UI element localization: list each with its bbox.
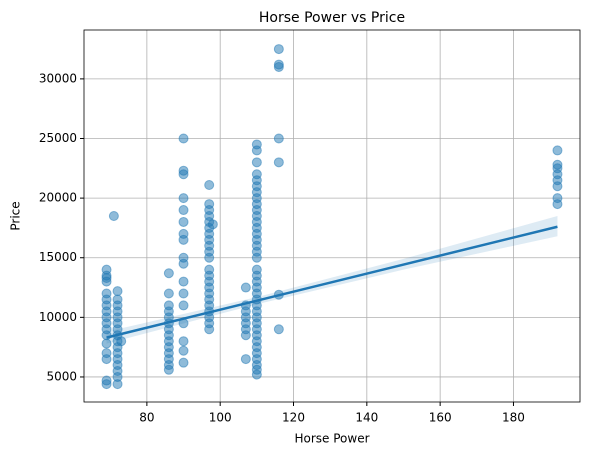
point (251, 157, 262, 168)
point (178, 193, 189, 204)
point (163, 288, 174, 299)
y-tick-label: 5000 (46, 369, 77, 383)
point (163, 268, 174, 279)
y-tick-label: 30000 (39, 71, 77, 85)
point (178, 165, 189, 176)
point (178, 357, 189, 368)
point (178, 336, 189, 347)
x-tick-label: 140 (355, 411, 378, 425)
point (251, 264, 262, 275)
point (101, 264, 112, 275)
point (112, 286, 123, 297)
point (178, 228, 189, 239)
point (251, 169, 262, 180)
point (178, 205, 189, 216)
point (273, 157, 284, 168)
point (273, 133, 284, 144)
point (240, 354, 251, 365)
point (240, 282, 251, 293)
point (178, 288, 189, 299)
point (178, 300, 189, 311)
point (178, 252, 189, 263)
point (178, 216, 189, 227)
y-tick-label: 15000 (39, 250, 77, 264)
point (207, 219, 218, 230)
chart-title: Horse Power vs Price (259, 10, 405, 26)
point (101, 348, 112, 359)
point (552, 193, 563, 204)
y-tick-label: 10000 (39, 310, 77, 324)
point (204, 180, 215, 190)
regression-line (106, 225, 558, 339)
point (178, 133, 189, 144)
x-tick-label: 80 (139, 411, 154, 425)
y-axis-label: Price (9, 201, 23, 230)
confidence-band (106, 216, 558, 344)
y-tick-label: 20000 (39, 191, 77, 205)
x-axis-label: Horse Power (294, 432, 369, 446)
point (552, 145, 563, 156)
plot-frame (83, 29, 581, 403)
point (178, 345, 189, 356)
point (273, 59, 284, 70)
point (108, 211, 119, 221)
x-tick-label: 100 (209, 411, 232, 425)
point (178, 276, 189, 287)
y-tick-label: 25000 (39, 131, 77, 145)
point (251, 139, 262, 150)
point (101, 375, 112, 386)
x-tick-label: 180 (502, 411, 525, 425)
x-tick-label: 120 (282, 411, 305, 425)
x-tick-label: 160 (429, 411, 452, 425)
point (163, 300, 174, 311)
point (273, 324, 284, 335)
point (204, 264, 215, 275)
point (112, 294, 123, 305)
point (101, 288, 112, 299)
point (552, 159, 563, 170)
point (273, 44, 284, 55)
point (116, 336, 127, 347)
point (204, 199, 215, 210)
